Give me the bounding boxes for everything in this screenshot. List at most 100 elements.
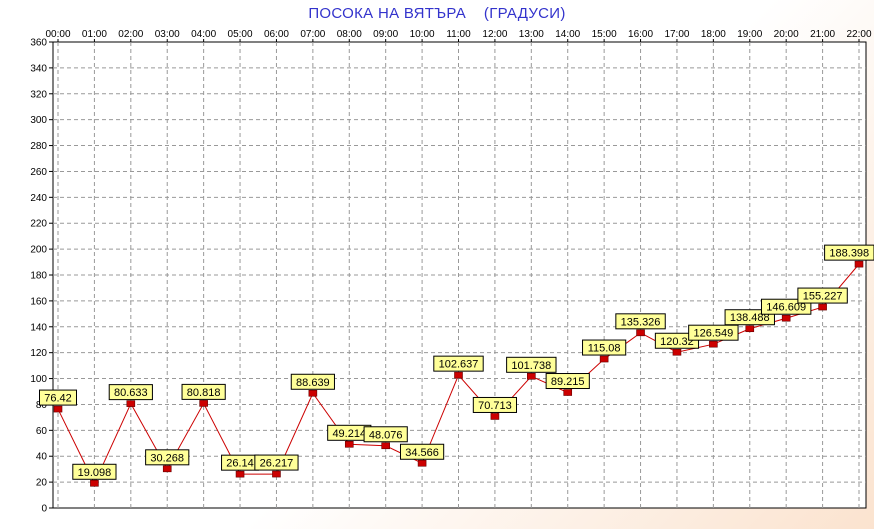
data-label: 19.098	[78, 467, 112, 479]
x-tick-label: 13:00	[519, 29, 544, 40]
y-tick-label: 20	[36, 478, 48, 489]
x-tick-label: 19:00	[737, 29, 762, 40]
data-point	[53, 405, 63, 413]
y-tick-label: 260	[30, 167, 47, 178]
y-tick-label: 340	[30, 63, 47, 74]
x-tick-label: 04:00	[191, 29, 216, 40]
data-label: 89.215	[551, 376, 585, 388]
y-tick-label: 220	[30, 219, 47, 230]
data-label-box	[797, 287, 848, 304]
y-tick-label: 40	[36, 452, 48, 463]
y-tick-label: 180	[30, 271, 47, 282]
data-label: 138.488	[730, 312, 770, 324]
x-tick-label: 15:00	[592, 29, 617, 40]
data-point	[854, 260, 864, 268]
data-label: 155.227	[803, 291, 843, 303]
data-point	[781, 314, 791, 322]
data-label-box	[545, 373, 590, 390]
x-tick-label: 05:00	[228, 29, 253, 40]
x-tick-label: 16:00	[628, 29, 653, 40]
x-tick-label: 01:00	[82, 29, 107, 40]
x-tick-label: 21:00	[810, 29, 835, 40]
y-tick-label: 100	[30, 374, 47, 385]
data-label: 115.08	[588, 343, 621, 355]
data-label: 70.713	[478, 400, 512, 412]
data-label: 30.268	[150, 452, 184, 464]
data-label-box	[39, 389, 77, 406]
x-tick-label: 20:00	[774, 29, 799, 40]
data-point	[417, 459, 427, 467]
x-tick-label: 09:00	[373, 29, 398, 40]
data-label-box	[254, 454, 299, 471]
data-point	[126, 400, 136, 407]
x-tick-label: 03:00	[155, 29, 180, 40]
data-label: 80.818	[187, 387, 221, 399]
data-label: 26.14	[226, 458, 254, 470]
data-point	[709, 340, 718, 348]
y-tick-label: 320	[30, 89, 47, 100]
data-point	[308, 389, 318, 397]
data-label-box	[363, 426, 408, 443]
chart-title: ПОСОКА НА ВЯТЪРА (ГРАДУСИ)	[308, 5, 566, 22]
data-label: 34.566	[405, 447, 439, 459]
data-label: 26.217	[260, 458, 294, 470]
data-point	[344, 440, 354, 448]
data-markers	[53, 260, 864, 487]
y-tick-label: 120	[30, 348, 47, 359]
data-label: 146.609	[766, 302, 806, 314]
data-label-box	[506, 356, 557, 373]
x-tick-label: 10:00	[410, 29, 435, 40]
data-point	[745, 325, 755, 333]
data-point	[272, 470, 281, 478]
data-point	[672, 348, 682, 356]
data-label-box	[654, 332, 700, 349]
x-tick-label: 02:00	[118, 29, 143, 40]
y-tick-label: 280	[30, 141, 47, 152]
x-tick-label: 11:00	[446, 29, 471, 40]
data-labels: 76.42 19.098 80.633 30.268 80.818 26.14 26.217…	[39, 244, 874, 480]
y-tick-label: 140	[30, 322, 47, 333]
data-point	[818, 303, 827, 311]
data-point	[527, 373, 536, 380]
data-label-box	[472, 396, 518, 413]
x-tick-label: 18:00	[701, 29, 726, 40]
data-label-box	[108, 384, 153, 401]
data-label: 120.32	[660, 336, 694, 348]
data-point	[90, 479, 99, 487]
data-label-box	[181, 383, 226, 400]
x-tick-label: 14:00	[555, 29, 580, 40]
data-label: 126.549	[693, 328, 733, 340]
data-point	[454, 371, 463, 379]
data-label-box	[399, 443, 445, 460]
data-label-box	[145, 449, 190, 466]
y-tick-label: 0	[41, 504, 47, 515]
data-label: 88.639	[296, 377, 330, 389]
data-label-box	[72, 463, 117, 480]
data-label: 49.214	[332, 428, 366, 440]
data-label: 135.326	[621, 316, 661, 328]
y-tick-label: 240	[30, 193, 47, 204]
data-label: 76.42	[44, 393, 72, 405]
data-point	[636, 329, 645, 337]
data-point	[235, 470, 245, 478]
y-tick-label: 160	[30, 296, 47, 307]
data-point	[599, 355, 609, 363]
y-tick-label: 300	[30, 115, 47, 126]
y-tick-label: 360	[30, 38, 47, 49]
data-point	[381, 442, 390, 450]
data-label-box	[290, 373, 335, 390]
data-point	[563, 389, 573, 396]
data-label: 48.076	[369, 429, 403, 441]
x-tick-label: 07:00	[300, 29, 325, 40]
data-label: 102.637	[439, 359, 479, 371]
data-point	[162, 465, 172, 473]
data-label: 101.738	[511, 360, 551, 372]
data-label-box	[615, 313, 666, 330]
data-label: 188.398	[829, 248, 869, 260]
data-label: 80.633	[114, 387, 148, 399]
x-tick-label: 00:00	[45, 29, 70, 40]
x-tick-label: 06:00	[264, 29, 289, 40]
axes: 0204060801001201401601802002202402602803…	[30, 29, 872, 515]
y-tick-label: 60	[36, 426, 48, 437]
